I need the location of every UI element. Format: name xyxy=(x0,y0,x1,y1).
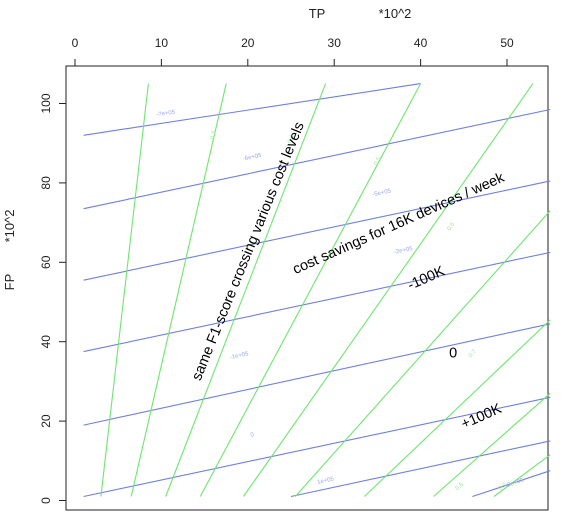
f1-score-label: 0.8 xyxy=(455,482,466,493)
f1-score-label: 0.9 xyxy=(498,482,509,492)
f1-score-line xyxy=(364,319,551,497)
x-tick-label: 30 xyxy=(328,36,342,50)
contour-lines xyxy=(83,83,551,498)
f1-score-line xyxy=(243,83,534,497)
cost-level-label: -6e+05 xyxy=(242,153,262,163)
f1-score-line xyxy=(130,83,227,497)
cost-level-line xyxy=(83,108,551,210)
x-tick-label: 10 xyxy=(155,36,169,50)
cost-level-label: -7e+05 xyxy=(156,110,176,119)
cost-level-label: -1e+05 xyxy=(229,351,249,361)
plot-frame xyxy=(65,65,549,511)
x-axis: TP *10^2 0 10 20 30 40 50 xyxy=(72,6,514,66)
x-axis-scale: *10^2 xyxy=(379,6,412,21)
f1-score-line xyxy=(493,454,551,497)
cost-level-line xyxy=(83,83,421,136)
y-axis-title: FP xyxy=(2,274,17,291)
f1-score-line xyxy=(433,392,551,497)
y-tick-label: 40 xyxy=(39,335,53,349)
y-tick-label: 60 xyxy=(39,255,53,269)
f1-score-label: 0.3 xyxy=(210,130,218,140)
f1-score-line xyxy=(100,83,149,497)
x-ticks: 0 10 20 30 40 50 xyxy=(72,36,514,66)
y-axis-scale: *10^2 xyxy=(2,210,17,243)
annotations: same F1-score crossing various cost leve… xyxy=(189,120,507,433)
y-ticks: 0 20 40 60 80 100 xyxy=(39,93,66,504)
annotation-label: cost savings for 16K devices / week xyxy=(290,170,507,278)
cost-level-line xyxy=(83,396,551,498)
annotation-label: 0 xyxy=(449,346,457,362)
f1-score-label: 0.7 xyxy=(468,348,478,359)
f1-score-line xyxy=(199,83,422,497)
contour-labels: -7e+05 -6e+05 -5e+05 -2e+05 -1e+05 0 1e+05 2e+0… xyxy=(156,110,525,493)
x-axis-title: TP xyxy=(309,6,326,21)
cost-level-line xyxy=(290,440,551,498)
y-tick-label: 80 xyxy=(39,176,53,190)
cost-level-label: -2e+05 xyxy=(394,246,414,256)
y-tick-label: 100 xyxy=(39,93,53,113)
f1-score-label: 0.6 xyxy=(446,221,456,232)
cost-level-line xyxy=(83,251,551,353)
x-tick-label: 40 xyxy=(414,36,428,50)
cost-level-line xyxy=(83,180,551,281)
cost-level-label: 2e+05 xyxy=(507,477,526,488)
f1-score-line xyxy=(294,210,551,497)
cost-level-label: 0 xyxy=(250,432,255,439)
y-axis: FP *10^2 0 20 40 60 80 100 xyxy=(2,93,66,504)
annotation-label: -100K xyxy=(405,263,447,293)
x-tick-label: 0 xyxy=(72,36,79,50)
cost-level-label: -5e+05 xyxy=(372,188,392,198)
cost-level-line xyxy=(83,323,551,426)
f1-score-label: 0.4 xyxy=(287,134,296,145)
y-tick-label: 0 xyxy=(39,497,53,504)
f1-score-line xyxy=(165,83,327,497)
x-tick-label: 20 xyxy=(241,36,255,50)
annotation-label: +100K xyxy=(459,401,504,433)
y-tick-label: 20 xyxy=(39,414,53,428)
x-tick-label: 50 xyxy=(500,36,514,50)
cost-level-label: 1e+05 xyxy=(317,476,335,486)
f1-score-label: 0.5 xyxy=(373,156,383,167)
